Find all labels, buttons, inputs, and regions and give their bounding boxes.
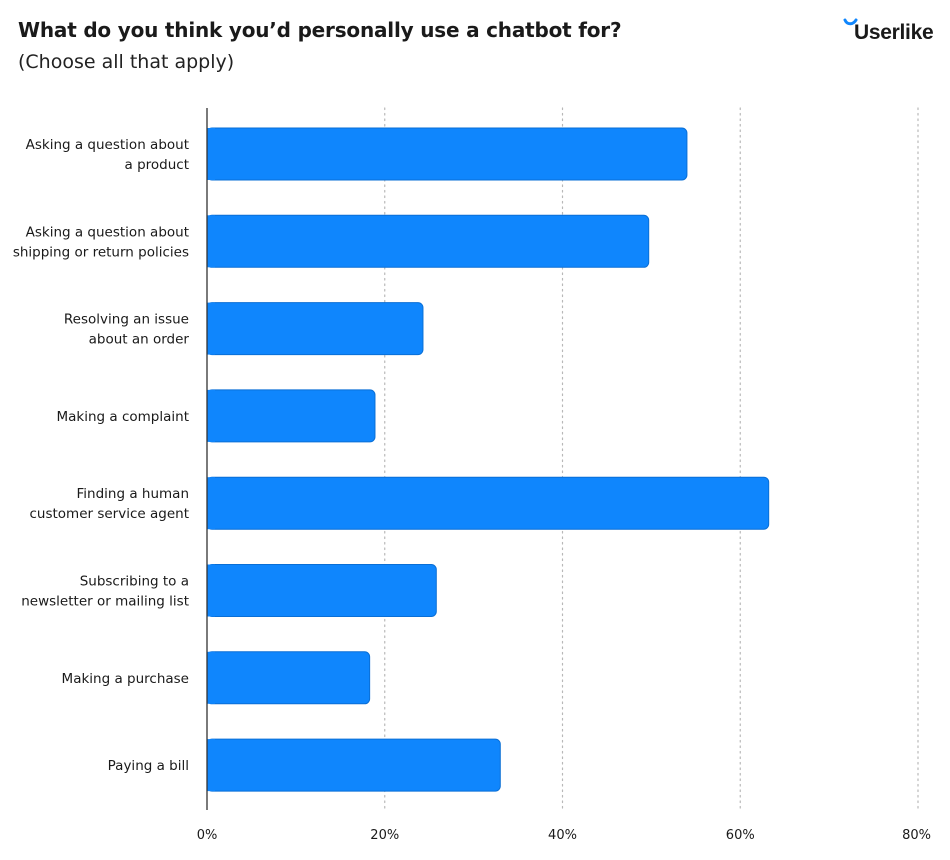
category-label: Resolving an issue — [64, 312, 189, 328]
category-label: a product — [125, 157, 190, 173]
userlike-logo-icon — [843, 16, 859, 46]
bar-base — [207, 128, 215, 180]
bar — [206, 127, 688, 181]
x-tick-label: 20% — [370, 828, 399, 843]
category-label: Making a purchase — [62, 671, 189, 687]
category-label: Paying a bill — [108, 758, 189, 774]
x-tick-label: 0% — [197, 828, 218, 843]
userlike-logo-text: Userlike — [854, 21, 934, 44]
x-tick-label: 40% — [548, 828, 577, 843]
bar-base — [207, 477, 215, 530]
bar — [206, 476, 770, 530]
bar — [206, 738, 501, 792]
chart-subtitle: (Choose all that apply) — [18, 51, 235, 73]
userlike-logo: Userlike — [843, 16, 934, 46]
category-label: Finding a human — [77, 486, 189, 502]
x-tick-label: 80% — [902, 828, 931, 843]
bar-base — [207, 651, 215, 704]
category-label: shipping or return policies — [13, 244, 189, 260]
chart-title: What do you think you’d personally use a… — [18, 18, 622, 42]
bar-base — [207, 739, 215, 792]
category-label: Subscribing to a — [80, 574, 189, 590]
bar — [206, 651, 371, 705]
bar-base — [207, 302, 215, 355]
bar — [206, 389, 376, 443]
category-label: Asking a question about — [26, 224, 189, 240]
bar-base — [207, 215, 215, 268]
category-label: customer service agent — [29, 506, 189, 522]
category-label: Asking a question about — [26, 137, 189, 153]
bar — [206, 214, 650, 268]
bar — [206, 302, 424, 356]
bar-base — [207, 564, 215, 617]
category-label: newsletter or mailing list — [21, 594, 189, 610]
category-label: Making a complaint — [57, 409, 190, 425]
bar-base — [207, 389, 215, 442]
bar — [206, 564, 437, 617]
x-tick-label: 60% — [726, 828, 755, 843]
category-label: about an order — [89, 332, 190, 348]
